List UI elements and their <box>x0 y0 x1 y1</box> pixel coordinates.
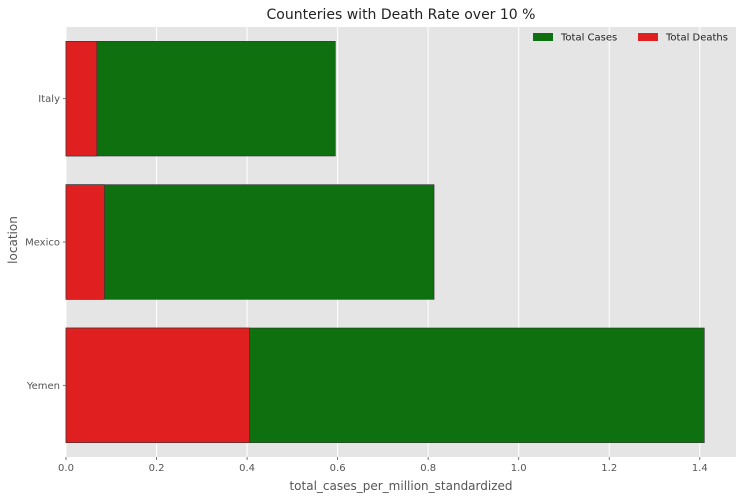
x-tick-label: 1.2 <box>601 463 617 474</box>
legend-label-total-deaths: Total Deaths <box>665 33 728 44</box>
x-tick-label: 1.4 <box>692 463 708 474</box>
bar-total-deaths-mexico <box>65 184 105 300</box>
x-axis-label: total_cases_per_million_standardized <box>289 479 512 493</box>
legend-label-total-cases: Total Cases <box>560 33 617 44</box>
y-tick-label: Mexico <box>25 238 60 249</box>
bar-total-deaths-italy <box>65 41 98 157</box>
legend-swatch-total-cases <box>533 33 553 41</box>
bar-total-deaths-yemen <box>65 327 250 443</box>
x-tick-label: 0.0 <box>58 463 74 474</box>
bar-total-cases-italy <box>65 41 336 157</box>
y-tick-label: Italy <box>38 94 60 105</box>
plot-area: Italy Mexico Yemen 0.0 0.2 0.4 0.6 0.8 1.0 1.2 1.4 <box>25 27 736 474</box>
x-tick-label: 0.8 <box>420 463 436 474</box>
y-axis-label: location <box>6 216 20 264</box>
x-tick-label: 0.2 <box>149 463 165 474</box>
chart-title: Counteries with Death Rate over 10 % <box>267 7 536 23</box>
legend: Total Cases Total Deaths <box>533 33 728 44</box>
legend-swatch-total-deaths <box>638 33 658 41</box>
x-tick-label: 0.6 <box>330 463 346 474</box>
bar-total-cases-mexico <box>65 184 435 300</box>
x-tick-label: 0.4 <box>239 463 255 474</box>
x-tick-label: 1.0 <box>511 463 527 474</box>
y-tick-label: Yemen <box>26 381 60 392</box>
